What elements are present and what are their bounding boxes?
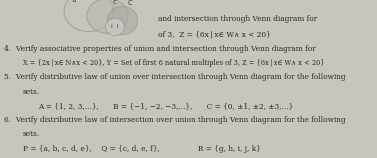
Text: P = {a, b, c, d, e},    Q = {c, d, e, f},                R = {g, h, i, j, k}: P = {a, b, c, d, e}, Q = {c, d, e, f}, R…	[23, 145, 261, 152]
Text: and intersection through Venn diagram for: and intersection through Venn diagram fo…	[158, 15, 317, 23]
Text: 6.  Verify distributive law of intersection over union through Venn diagram for : 6. Verify distributive law of intersecti…	[4, 116, 345, 124]
Ellipse shape	[64, 0, 113, 32]
Ellipse shape	[106, 18, 124, 36]
Text: sets.: sets.	[23, 130, 40, 138]
Text: X = {2x | x∈ N∧x < 20}, Y = Set of first 6 natural multiples of 3, Z = {6x | x∈ : X = {2x | x∈ N∧x < 20}, Y = Set of first…	[23, 59, 324, 67]
Text: C: C	[128, 0, 132, 6]
Text: u: u	[71, 0, 76, 3]
Text: 5.  Verify distributive law of union over intersection through Venn diagram for : 5. Verify distributive law of union over…	[4, 73, 345, 81]
Text: 4.  Verify associative properties of union and intersection through Venn diagram: 4. Verify associative properties of unio…	[4, 45, 316, 53]
Ellipse shape	[107, 6, 138, 35]
Text: c: c	[113, 0, 117, 5]
Text: of 3,  Z = {6x | x∈ W∧ x < 20}: of 3, Z = {6x | x∈ W∧ x < 20}	[158, 31, 271, 39]
Text: sets.: sets.	[23, 88, 40, 96]
Text: i  l: i l	[111, 24, 119, 29]
Text: A = {1, 2, 3,...},      B = {−1, −2, −3,...},      C = {0, ±1, ±2, ±3,...}: A = {1, 2, 3,...}, B = {−1, −2, −3,...},…	[38, 102, 293, 110]
Ellipse shape	[87, 0, 128, 33]
